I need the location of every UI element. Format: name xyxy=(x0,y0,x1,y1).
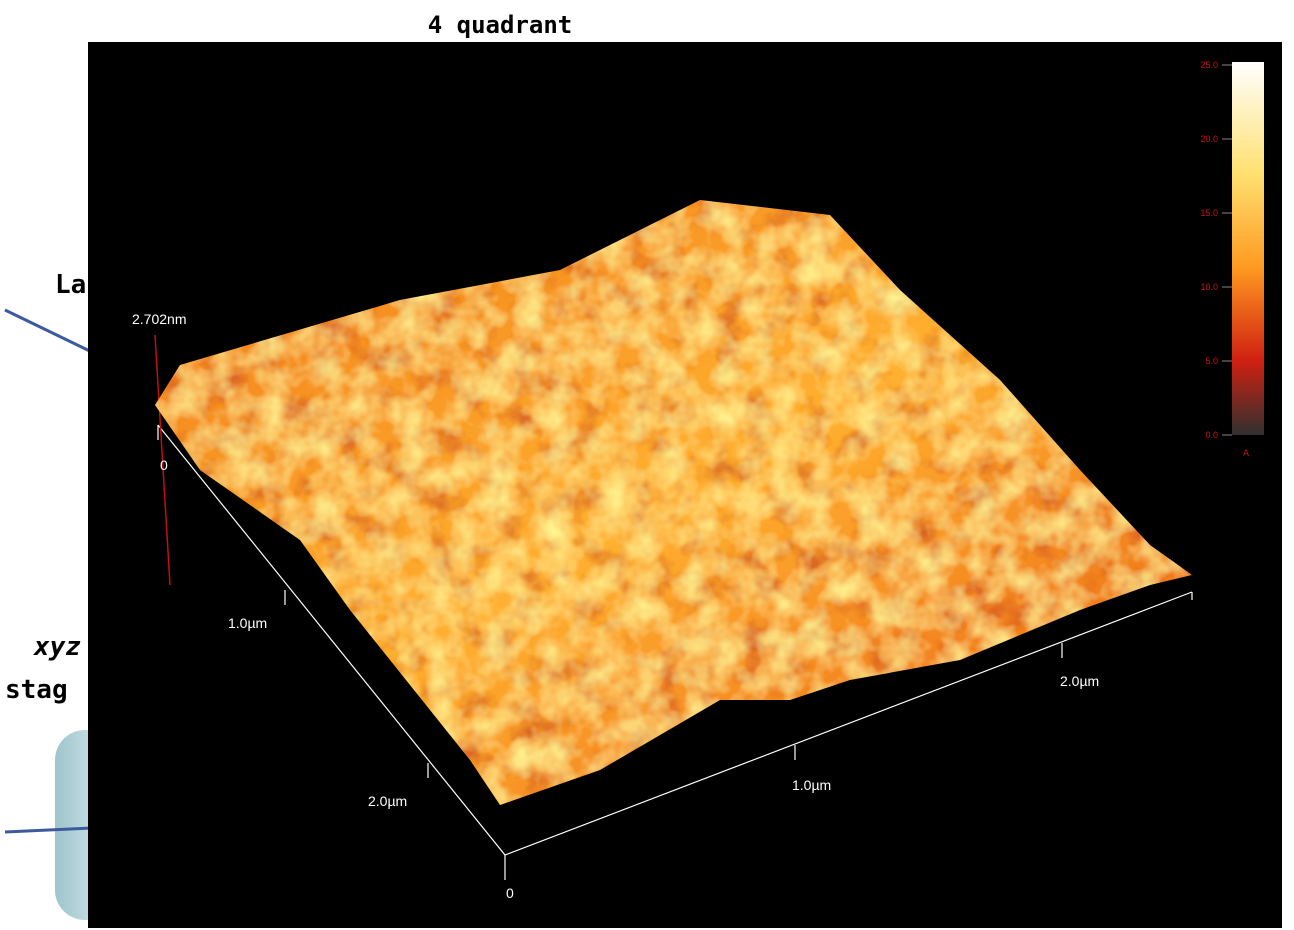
side-label: stag xyxy=(5,675,68,705)
axis-label: 0 xyxy=(506,885,514,901)
side-label: La xyxy=(55,270,86,300)
axis-label: 1.0µm xyxy=(228,615,267,631)
colorbar-tick-label: 25.0 xyxy=(1200,60,1218,70)
pointer-line xyxy=(5,310,98,355)
page: La xyz stag 4 quadrant 2.702nm 0 1.0µm 2… xyxy=(0,0,1294,930)
title: 4 quadrant xyxy=(428,11,573,39)
axis-label: 2.0µm xyxy=(368,793,407,809)
colorbar-tick-label: 15.0 xyxy=(1200,208,1218,218)
colorbar-tick-label: 5.0 xyxy=(1205,356,1218,366)
scale-label: 2.702nm xyxy=(132,311,186,327)
side-label: xyz xyxy=(33,632,81,662)
colorbar xyxy=(1232,62,1264,435)
axis-label: 1.0µm xyxy=(792,777,831,793)
colorbar-unit: A xyxy=(1243,448,1249,458)
colorbar-tick-label: 20.0 xyxy=(1200,134,1218,144)
colorbar-tick-label: 0.0 xyxy=(1205,430,1218,440)
axis-label: 0 xyxy=(160,457,168,473)
colorbar-tick-label: 10.0 xyxy=(1200,282,1218,292)
axis-label: 2.0µm xyxy=(1060,673,1099,689)
